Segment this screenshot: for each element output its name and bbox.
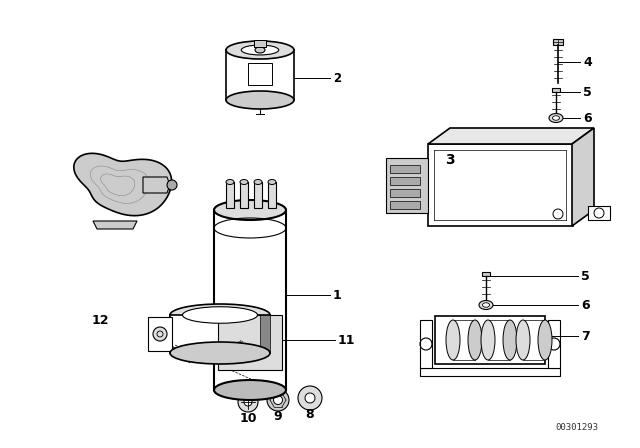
Polygon shape	[523, 320, 545, 360]
Text: 00301293: 00301293	[555, 423, 598, 432]
Ellipse shape	[468, 320, 482, 360]
Polygon shape	[226, 182, 234, 208]
Circle shape	[273, 396, 282, 405]
Ellipse shape	[549, 113, 563, 122]
Polygon shape	[226, 50, 294, 100]
Polygon shape	[548, 320, 560, 368]
Polygon shape	[390, 165, 420, 173]
Polygon shape	[553, 39, 563, 45]
Ellipse shape	[240, 180, 248, 185]
Circle shape	[167, 180, 177, 190]
Circle shape	[298, 386, 322, 410]
Ellipse shape	[254, 180, 262, 185]
Circle shape	[153, 327, 167, 341]
Ellipse shape	[226, 180, 234, 185]
Text: 6: 6	[581, 298, 589, 311]
Ellipse shape	[503, 320, 517, 360]
Polygon shape	[420, 320, 432, 368]
Text: 1: 1	[333, 289, 342, 302]
Text: 5: 5	[583, 86, 592, 99]
Text: 4: 4	[583, 56, 592, 69]
Ellipse shape	[182, 307, 257, 323]
Polygon shape	[143, 177, 170, 193]
Ellipse shape	[268, 180, 276, 185]
Ellipse shape	[483, 303, 490, 307]
Polygon shape	[390, 177, 420, 185]
Ellipse shape	[214, 380, 286, 400]
Polygon shape	[390, 189, 420, 197]
Polygon shape	[218, 315, 282, 370]
Circle shape	[267, 389, 289, 411]
Polygon shape	[240, 182, 248, 208]
Circle shape	[244, 398, 252, 406]
Ellipse shape	[226, 91, 294, 109]
Polygon shape	[390, 201, 420, 209]
Polygon shape	[170, 315, 270, 353]
Ellipse shape	[446, 320, 460, 360]
Ellipse shape	[255, 47, 265, 53]
Text: 12: 12	[92, 314, 109, 327]
Text: 8: 8	[306, 408, 314, 421]
Polygon shape	[248, 63, 272, 85]
Polygon shape	[254, 40, 266, 47]
Polygon shape	[148, 317, 172, 351]
Ellipse shape	[538, 320, 552, 360]
Ellipse shape	[170, 304, 270, 326]
Polygon shape	[552, 88, 560, 92]
Text: *: *	[237, 340, 243, 350]
Bar	[428, 144, 573, 226]
Text: 3: 3	[445, 153, 454, 167]
Bar	[435, 316, 545, 364]
Text: 6: 6	[583, 112, 591, 125]
Ellipse shape	[552, 116, 559, 120]
Text: 5: 5	[581, 270, 589, 283]
Polygon shape	[74, 153, 172, 215]
Ellipse shape	[241, 45, 278, 55]
Text: 2: 2	[333, 72, 341, 85]
Ellipse shape	[214, 200, 286, 220]
Circle shape	[553, 209, 563, 219]
Ellipse shape	[479, 301, 493, 310]
Polygon shape	[588, 206, 610, 220]
Polygon shape	[93, 221, 137, 229]
Polygon shape	[268, 182, 276, 208]
Circle shape	[238, 392, 258, 412]
Text: 9: 9	[274, 410, 282, 423]
Text: 7: 7	[581, 329, 589, 343]
Polygon shape	[428, 128, 594, 144]
Polygon shape	[420, 368, 560, 376]
Polygon shape	[260, 315, 270, 353]
Polygon shape	[488, 320, 510, 360]
Ellipse shape	[516, 320, 530, 360]
Ellipse shape	[226, 41, 294, 59]
Ellipse shape	[170, 342, 270, 364]
Polygon shape	[214, 210, 286, 390]
Polygon shape	[254, 182, 262, 208]
Circle shape	[305, 393, 315, 403]
Polygon shape	[453, 320, 475, 360]
Polygon shape	[482, 272, 490, 276]
Text: 11: 11	[338, 333, 355, 346]
Bar	[386, 158, 428, 213]
Ellipse shape	[481, 320, 495, 360]
Text: 10: 10	[239, 412, 257, 425]
Polygon shape	[572, 128, 594, 226]
